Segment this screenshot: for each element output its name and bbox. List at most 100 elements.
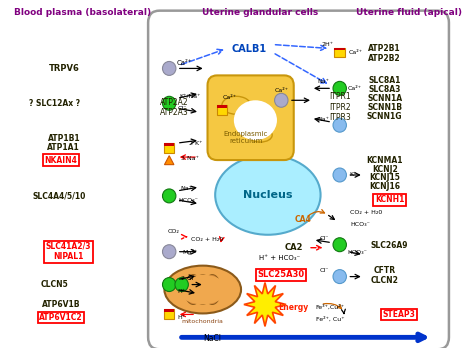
Circle shape — [163, 189, 176, 203]
Text: Uterine glandular cells: Uterine glandular cells — [202, 8, 318, 17]
Text: CFTR: CFTR — [374, 266, 396, 275]
Text: Ca²⁺: Ca²⁺ — [348, 86, 362, 91]
Bar — [217, 105, 227, 115]
Ellipse shape — [215, 155, 321, 235]
Text: SLC4A4/5/10: SLC4A4/5/10 — [32, 191, 86, 200]
Bar — [217, 105, 227, 108]
Text: SCNN1G: SCNN1G — [367, 112, 403, 121]
FancyBboxPatch shape — [208, 75, 294, 160]
Ellipse shape — [165, 266, 241, 313]
Circle shape — [163, 277, 176, 291]
Text: CLCN2: CLCN2 — [371, 276, 399, 285]
Text: SLC8A3: SLC8A3 — [368, 85, 401, 94]
Ellipse shape — [204, 275, 221, 304]
Bar — [334, 47, 345, 58]
Text: Ca²⁺: Ca²⁺ — [274, 88, 288, 93]
Ellipse shape — [194, 275, 211, 304]
Text: CLCN5: CLCN5 — [40, 280, 68, 289]
Bar — [164, 143, 175, 153]
Text: Uterine fluid (apical): Uterine fluid (apical) — [356, 8, 462, 17]
Text: SLC25A30: SLC25A30 — [258, 270, 305, 279]
Circle shape — [333, 118, 346, 132]
Text: 3 Na⁺: 3 Na⁺ — [181, 156, 199, 161]
Text: STEAP3: STEAP3 — [383, 310, 416, 319]
Text: Cl⁻: Cl⁻ — [320, 268, 329, 273]
Ellipse shape — [179, 275, 227, 304]
Text: H⁺: H⁺ — [178, 315, 185, 320]
Text: ATP1A1: ATP1A1 — [47, 143, 80, 151]
Text: KCNH1: KCNH1 — [375, 195, 404, 205]
Circle shape — [175, 277, 188, 291]
Text: KCNMA1: KCNMA1 — [367, 156, 403, 165]
Text: SCNN1A: SCNN1A — [367, 94, 403, 103]
Text: Fe³⁺,Cu²⁺: Fe³⁺,Cu²⁺ — [315, 305, 345, 310]
Text: ATP6V1C2: ATP6V1C2 — [39, 313, 83, 322]
Text: KCNJ15: KCNJ15 — [369, 173, 400, 183]
Text: mitochondria: mitochondria — [182, 319, 224, 324]
Circle shape — [333, 270, 346, 284]
Bar — [164, 310, 175, 319]
Text: HCO₃⁻: HCO₃⁻ — [178, 198, 198, 203]
Ellipse shape — [234, 100, 277, 140]
Text: SLC8A1: SLC8A1 — [368, 76, 401, 85]
Polygon shape — [165, 156, 174, 165]
Circle shape — [333, 238, 346, 252]
Text: CO₂ + H₂0: CO₂ + H₂0 — [350, 210, 383, 215]
Text: K⁺/Na⁺: K⁺/Na⁺ — [180, 94, 201, 99]
Text: H⁺: H⁺ — [178, 289, 185, 294]
Text: H⁺ + HCO₃⁻: H⁺ + HCO₃⁻ — [259, 255, 300, 261]
Circle shape — [163, 61, 176, 75]
Text: CA2: CA2 — [284, 243, 303, 252]
Text: 2 K⁺: 2 K⁺ — [189, 141, 203, 146]
Text: CALB1: CALB1 — [231, 44, 266, 53]
Text: ATP2B1: ATP2B1 — [368, 44, 401, 53]
Text: HCO₃⁻: HCO₃⁻ — [351, 222, 371, 227]
Text: HCO₃⁻: HCO₃⁻ — [347, 250, 367, 255]
Text: SLC41A2/3
NIPAL1: SLC41A2/3 NIPAL1 — [46, 242, 91, 261]
Text: ATP2B2: ATP2B2 — [368, 54, 401, 63]
Circle shape — [163, 245, 176, 259]
Text: KCNJ16: KCNJ16 — [369, 183, 400, 192]
Text: Blood plasma (basolateral): Blood plasma (basolateral) — [14, 8, 151, 17]
Text: SLC26A9: SLC26A9 — [371, 241, 408, 250]
Circle shape — [163, 96, 176, 110]
Bar — [164, 310, 175, 312]
Text: 2H⁺: 2H⁺ — [321, 42, 333, 47]
FancyBboxPatch shape — [148, 11, 449, 349]
Ellipse shape — [184, 275, 202, 304]
Text: NaCl: NaCl — [203, 334, 221, 343]
Text: NKAIN4: NKAIN4 — [44, 156, 78, 165]
Text: Na⁺: Na⁺ — [181, 186, 193, 192]
Text: Na⁺: Na⁺ — [317, 79, 329, 84]
Ellipse shape — [222, 96, 251, 114]
Text: ? SLC12Ax ?: ? SLC12Ax ? — [29, 99, 80, 108]
Text: Ca²⁺: Ca²⁺ — [177, 60, 193, 66]
Text: 2 Cl⁻: 2 Cl⁻ — [181, 276, 196, 281]
Text: Nucleus: Nucleus — [243, 190, 293, 200]
Circle shape — [333, 81, 346, 95]
Text: Fe²⁺, Cu⁺: Fe²⁺, Cu⁺ — [316, 317, 344, 322]
Polygon shape — [244, 283, 286, 326]
Text: ATP2A2
ATP2A3: ATP2A2 ATP2A3 — [159, 98, 188, 117]
Text: Na⁺: Na⁺ — [317, 117, 329, 122]
Text: TRPV6: TRPV6 — [48, 64, 79, 73]
Circle shape — [274, 93, 288, 107]
Text: ITPR1
ITPR2
ITPR3: ITPR1 ITPR2 ITPR3 — [329, 92, 351, 122]
Text: K⁺: K⁺ — [350, 172, 357, 178]
Text: CO₂: CO₂ — [168, 229, 180, 234]
Text: CO₂ + H₂0: CO₂ + H₂0 — [192, 237, 224, 242]
Text: CA4: CA4 — [295, 215, 312, 224]
Text: Energy: Energy — [279, 303, 309, 312]
Text: KCNJ2: KCNJ2 — [372, 164, 398, 173]
Text: Cl⁻: Cl⁻ — [178, 106, 187, 111]
Text: ATP1B1: ATP1B1 — [47, 134, 80, 143]
Text: Endoplasmic
reticulum: Endoplasmic reticulum — [224, 131, 268, 144]
Text: SCNN1B: SCNN1B — [367, 103, 402, 112]
Text: ATP6V1B: ATP6V1B — [42, 300, 80, 309]
Text: Mg²⁺: Mg²⁺ — [183, 249, 198, 255]
Ellipse shape — [248, 128, 272, 142]
Bar — [334, 47, 345, 50]
Bar — [164, 143, 175, 146]
Text: Cl⁻: Cl⁻ — [320, 236, 329, 241]
Circle shape — [333, 168, 346, 182]
